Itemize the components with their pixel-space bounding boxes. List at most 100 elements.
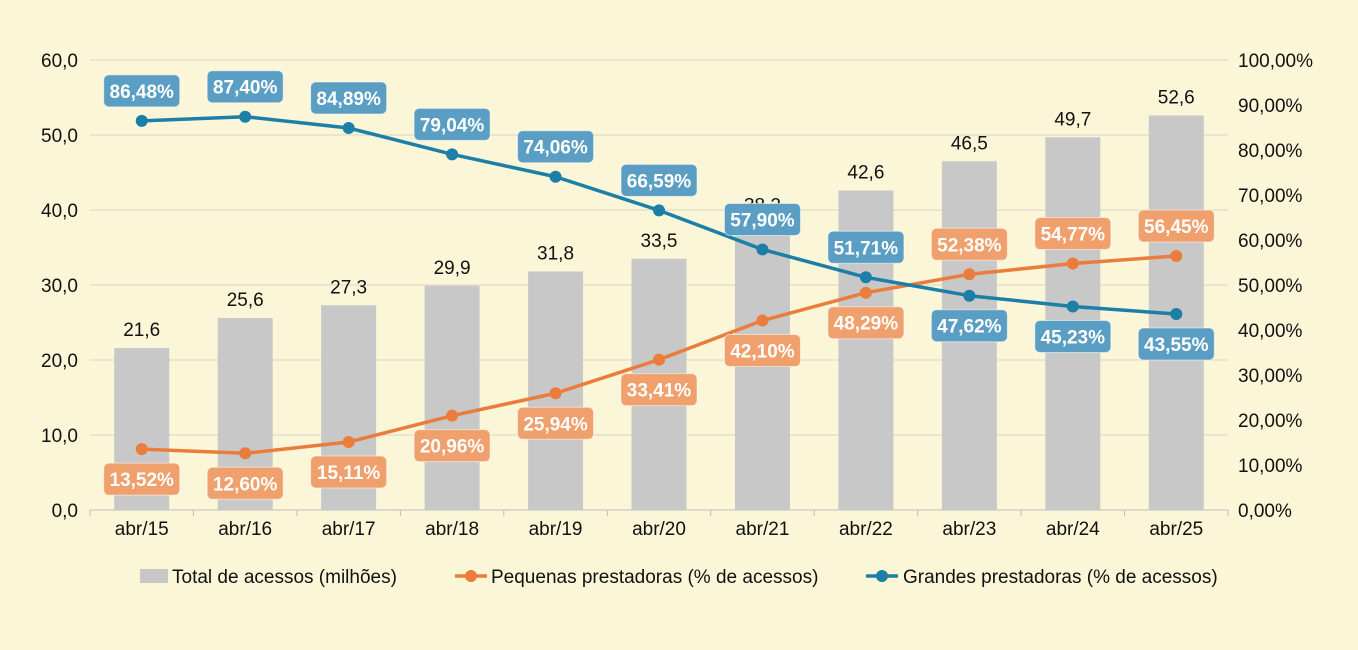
large-providers-value-label: 51,71% bbox=[834, 238, 899, 259]
x-axis: abr/15 abr/16 abr/17 abr/18 abr/19 abr/20 abr/… bbox=[89, 510, 1229, 540]
category-label: abr/24 bbox=[1046, 519, 1100, 540]
small-providers-point bbox=[963, 268, 976, 281]
small-providers-point bbox=[342, 436, 355, 449]
line-series: 13,52% 86,48% 12,60% 87,40% 15,11% 84,89% 20,9… bbox=[103, 70, 1215, 500]
legend: Total de acessos (milhões) Pequenas prest… bbox=[140, 567, 1218, 588]
left-tick-label: 10,0 bbox=[41, 426, 78, 447]
small-providers-point bbox=[239, 447, 252, 460]
small-providers-point bbox=[1170, 249, 1183, 262]
small-providers-badge bbox=[310, 455, 388, 489]
large-providers-value-label: 43,55% bbox=[1144, 335, 1209, 356]
large-providers-point bbox=[342, 121, 355, 134]
small-providers-value-label: 15,11% bbox=[317, 463, 380, 484]
small-providers-badge bbox=[620, 373, 698, 407]
right-tick-label: 40,00% bbox=[1238, 321, 1303, 342]
large-providers-badge bbox=[413, 107, 491, 141]
large-providers-badge bbox=[620, 163, 698, 197]
right-tick-label: 90,00% bbox=[1238, 96, 1303, 117]
large-providers-point bbox=[135, 114, 148, 127]
large-providers-point bbox=[963, 289, 976, 302]
bar-value-label: 46,5 bbox=[951, 133, 988, 154]
large-providers-badge bbox=[723, 202, 801, 236]
legend-label-total: Total de acessos (milhões) bbox=[172, 567, 397, 588]
bar-value-label: 49,7 bbox=[1054, 109, 1091, 130]
small-providers-value-label: 52,38% bbox=[937, 235, 1002, 256]
small-providers-badge bbox=[206, 466, 284, 500]
right-tick-label: 100,00% bbox=[1238, 51, 1313, 72]
right-tick-label: 80,00% bbox=[1238, 141, 1303, 162]
small-providers-value-label: 42,10% bbox=[730, 342, 795, 363]
small-providers-value-label: 13,52% bbox=[110, 470, 175, 491]
bar-value-label: 52,6 bbox=[1158, 88, 1195, 109]
right-tick-label: 10,00% bbox=[1238, 456, 1303, 477]
category-label: abr/18 bbox=[425, 519, 479, 540]
large-providers-value-label: 86,48% bbox=[110, 82, 175, 103]
category-label: abr/22 bbox=[839, 519, 893, 540]
small-providers-value-label: 33,41% bbox=[627, 381, 692, 402]
small-providers-badge bbox=[413, 429, 491, 463]
left-tick-label: 50,0 bbox=[41, 126, 78, 147]
legend-label-large-providers: Grandes prestadoras (% de acessos) bbox=[903, 567, 1218, 588]
small-providers-value-label: 56,45% bbox=[1144, 217, 1209, 238]
category-label: abr/19 bbox=[529, 519, 583, 540]
legend-label-small-providers: Pequenas prestadoras (% de acessos) bbox=[491, 567, 818, 588]
left-tick-label: 0,0 bbox=[52, 501, 78, 522]
large-providers-badge bbox=[517, 130, 595, 164]
category-label: abr/21 bbox=[736, 519, 790, 540]
legend-marker bbox=[876, 570, 888, 582]
right-tick-label: 60,00% bbox=[1238, 231, 1303, 252]
right-tick-label: 50,00% bbox=[1238, 276, 1303, 297]
small-providers-value-label: 48,29% bbox=[834, 314, 899, 335]
large-providers-value-label: 87,40% bbox=[213, 78, 278, 99]
left-axis: 0,0 10,0 20,0 30,0 40,0 50,0 60,0 bbox=[41, 51, 78, 522]
category-label: abr/23 bbox=[942, 519, 996, 540]
small-providers-badge bbox=[517, 406, 595, 440]
large-providers-point bbox=[1066, 300, 1079, 313]
large-providers-value-label: 47,62% bbox=[937, 317, 1002, 338]
legend-marker bbox=[465, 570, 477, 582]
legend-bar-swatch bbox=[140, 569, 168, 583]
small-providers-badge bbox=[930, 227, 1008, 261]
bar-value-label: 25,6 bbox=[227, 290, 264, 311]
large-providers-point bbox=[1170, 308, 1183, 321]
right-tick-label: 20,00% bbox=[1238, 411, 1303, 432]
bar-value-label: 31,8 bbox=[537, 244, 574, 265]
large-providers-value-label: 74,06% bbox=[523, 138, 588, 159]
left-tick-label: 40,0 bbox=[41, 201, 78, 222]
small-providers-badge bbox=[723, 334, 801, 368]
small-providers-badge bbox=[1034, 217, 1112, 251]
bar-value-label: 27,3 bbox=[330, 277, 367, 298]
large-providers-value-label: 84,89% bbox=[316, 89, 381, 110]
right-tick-label: 0,00% bbox=[1238, 501, 1292, 522]
small-providers-badge bbox=[827, 306, 905, 340]
left-tick-label: 30,0 bbox=[41, 276, 78, 297]
bar bbox=[424, 285, 480, 510]
small-providers-value-label: 20,96% bbox=[420, 437, 485, 458]
large-providers-point bbox=[859, 271, 872, 284]
large-providers-value-label: 66,59% bbox=[627, 171, 692, 192]
small-providers-point bbox=[549, 387, 562, 400]
bar-value-label: 21,6 bbox=[123, 320, 160, 341]
large-providers-badge bbox=[206, 70, 284, 104]
large-providers-value-label: 45,23% bbox=[1041, 327, 1106, 348]
small-providers-point bbox=[135, 443, 148, 456]
left-tick-label: 60,0 bbox=[41, 51, 78, 72]
right-tick-label: 30,00% bbox=[1238, 366, 1303, 387]
large-providers-badge bbox=[827, 230, 905, 264]
small-providers-value-label: 54,77% bbox=[1041, 225, 1106, 246]
small-providers-point bbox=[653, 353, 665, 366]
small-providers-point bbox=[1066, 257, 1079, 270]
large-providers-point bbox=[549, 170, 562, 183]
category-label: abr/15 bbox=[115, 519, 169, 540]
large-providers-point bbox=[239, 110, 252, 123]
category-label: abr/17 bbox=[322, 519, 376, 540]
small-providers-value-label: 12,60% bbox=[213, 474, 278, 495]
small-providers-badge bbox=[103, 462, 181, 496]
category-label: abr/25 bbox=[1149, 519, 1203, 540]
bar-series: 21,625,627,329,931,833,538,242,646,549,7… bbox=[114, 88, 1204, 510]
large-providers-point bbox=[446, 148, 459, 161]
large-providers-point bbox=[653, 204, 665, 217]
right-axis: 0,00% 10,00% 20,00% 30,00% 40,00% 50,00% 60,00… bbox=[1238, 51, 1313, 522]
small-providers-value-label: 25,94% bbox=[523, 414, 588, 435]
